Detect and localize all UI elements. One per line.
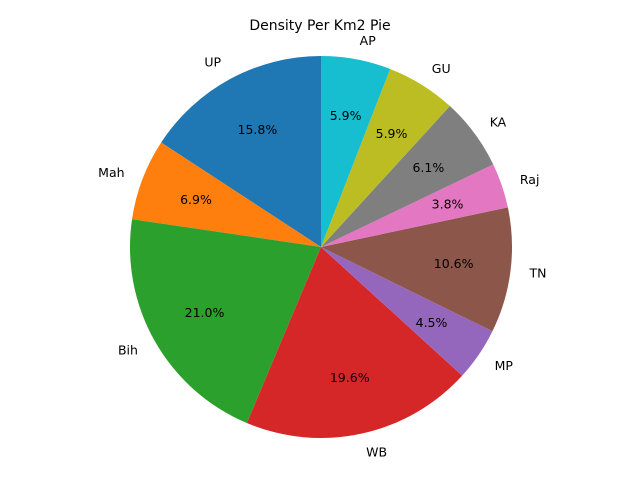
slice-label-mp: MP bbox=[495, 358, 514, 373]
pct-label-mah: 6.9% bbox=[180, 192, 212, 207]
slice-label-up: UP bbox=[204, 55, 221, 70]
slice-label-tn: TN bbox=[528, 265, 546, 280]
pie-slice-wb bbox=[246, 247, 463, 439]
pie-slice-ap bbox=[321, 56, 391, 247]
slice-label-raj: Raj bbox=[520, 172, 540, 187]
slice-label-wb: WB bbox=[366, 445, 387, 460]
slice-label-ka: KA bbox=[490, 114, 507, 129]
pie-slice-tn bbox=[321, 207, 513, 332]
pie-slices bbox=[129, 56, 513, 439]
pct-label-wb: 19.6% bbox=[330, 370, 370, 385]
slice-label-gu: GU bbox=[432, 61, 451, 76]
chart-title: Density Per Km2 Pie bbox=[249, 18, 390, 34]
pct-label-ka: 6.1% bbox=[412, 160, 444, 175]
pct-label-raj: 3.8% bbox=[432, 196, 464, 211]
pie-slice-up bbox=[161, 56, 321, 247]
pct-label-bih: 21.0% bbox=[185, 305, 225, 320]
pct-label-mp: 4.5% bbox=[416, 315, 448, 330]
pie-slice-gu bbox=[321, 68, 450, 247]
slice-label-mah: Mah bbox=[98, 165, 124, 180]
pie-slice-mp bbox=[321, 247, 493, 376]
pie-slice-mah bbox=[132, 142, 321, 247]
pct-label-ap: 5.9% bbox=[330, 108, 362, 123]
pct-label-gu: 5.9% bbox=[376, 126, 408, 141]
slice-label-ap: AP bbox=[360, 33, 377, 48]
pct-label-tn: 10.6% bbox=[434, 256, 474, 271]
pie-slice-bih bbox=[129, 219, 321, 424]
pct-label-up: 15.8% bbox=[238, 122, 278, 137]
pie-slice-ka bbox=[321, 106, 494, 247]
pie-labels: UP 15.8% Mah 6.9% Bih 21.0% WB 19.6% MP 4.5% TN 10.… bbox=[98, 33, 546, 460]
pie-slice-raj bbox=[321, 164, 508, 247]
slice-label-bih: Bih bbox=[118, 343, 138, 358]
